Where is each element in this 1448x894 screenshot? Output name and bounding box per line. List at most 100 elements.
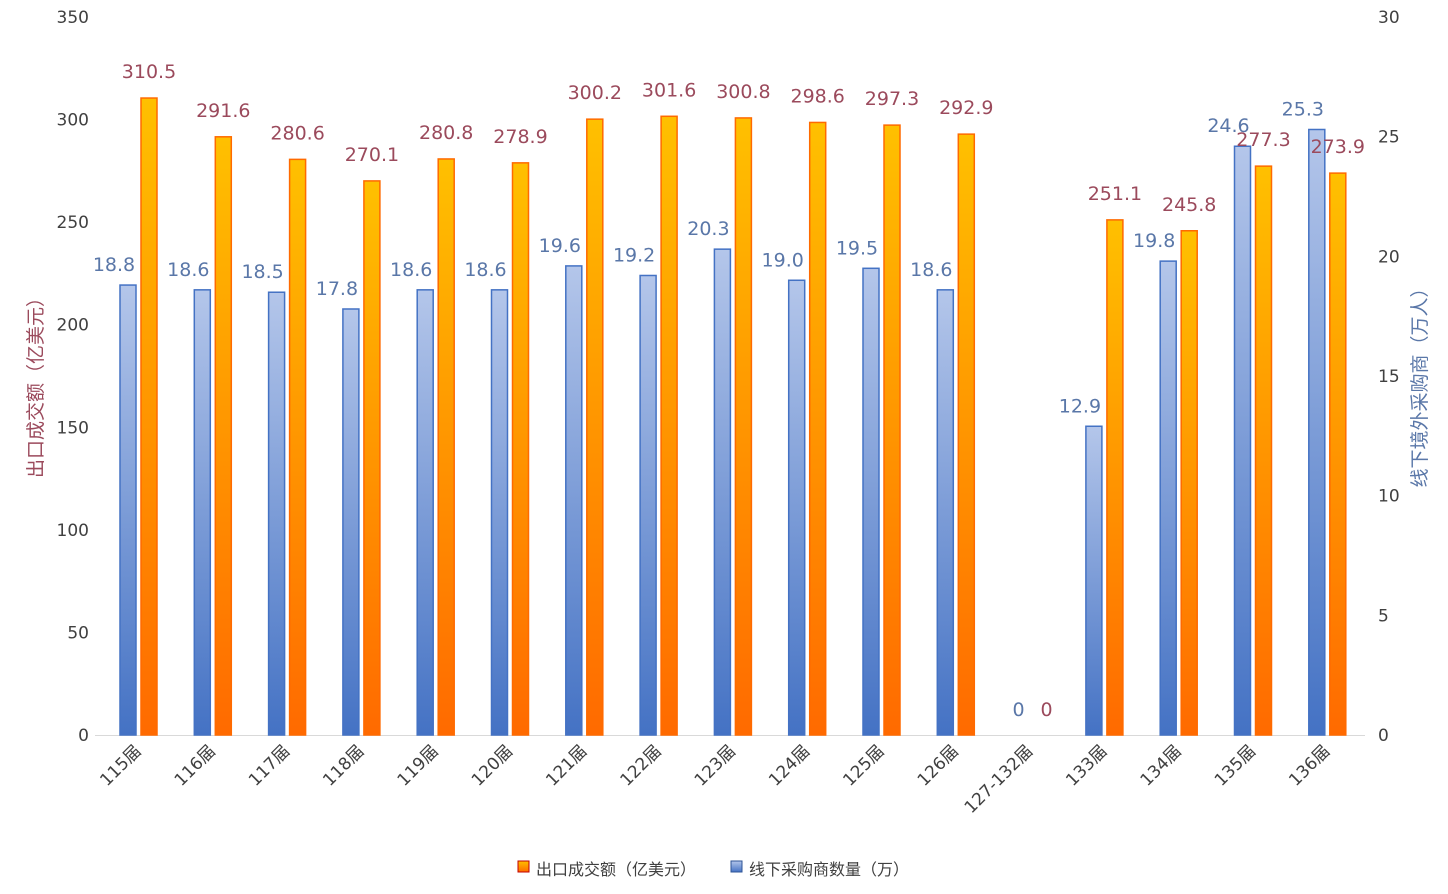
- bar-buyers: [936, 289, 955, 736]
- data-label-exports: 273.9: [1311, 136, 1365, 158]
- x-tick-label: 124届: [765, 741, 814, 790]
- left-tick-label: 0: [78, 726, 89, 746]
- data-label-exports: 310.5: [122, 61, 176, 83]
- right-axis-title: 线下境外采购商（万人）: [1409, 278, 1431, 487]
- legend-swatch-exports: [517, 860, 530, 873]
- bar-exports: [957, 133, 976, 736]
- data-label-buyers: 18.6: [464, 259, 506, 281]
- legend-label-exports: 出口成交额（亿美元）: [536, 860, 696, 879]
- data-label-exports: 298.6: [790, 85, 844, 107]
- data-label-exports: 278.9: [493, 126, 547, 148]
- bar-buyers: [342, 308, 360, 736]
- data-label-exports: 251.1: [1088, 183, 1142, 205]
- right-tick-label: 0: [1378, 726, 1389, 746]
- x-tick-label: 127-132届: [961, 741, 1037, 817]
- left-tick-label: 50: [67, 623, 89, 643]
- data-label-buyers: 18.6: [910, 259, 952, 281]
- bar-exports: [288, 158, 307, 736]
- bar-buyers: [193, 289, 212, 736]
- left-axis-title: 出口成交额（亿美元）: [25, 288, 47, 478]
- data-label-exports: 245.8: [1162, 194, 1216, 216]
- bar-buyers: [862, 267, 880, 736]
- bar-exports: [586, 118, 604, 736]
- right-tick-label: 5: [1378, 606, 1389, 626]
- bar-exports: [1254, 165, 1273, 736]
- x-tick-label: 117届: [245, 741, 294, 790]
- bar-exports: [363, 180, 381, 736]
- data-label-exports: 300.2: [568, 82, 622, 104]
- data-label-buyers: 18.8: [93, 254, 135, 276]
- data-label-buyers: 24.6: [1207, 115, 1249, 137]
- data-label-exports: 300.8: [716, 81, 770, 103]
- data-label-exports: 297.3: [865, 88, 919, 110]
- data-label-buyers: 20.3: [687, 218, 729, 240]
- bar-exports: [1106, 219, 1124, 736]
- bar-exports: [883, 124, 901, 736]
- data-label-exports: 292.9: [939, 97, 993, 119]
- legend-label-buyers: 线下采购商数量（万）: [749, 860, 909, 879]
- data-label-buyers: 19.5: [836, 237, 878, 259]
- x-tick-label: 118届: [319, 741, 368, 790]
- x-tick-label: 122届: [617, 741, 666, 790]
- bar-exports: [140, 97, 158, 736]
- data-label-buyers: 19.6: [539, 235, 581, 257]
- x-tick-label: 121届: [542, 741, 591, 790]
- data-label-buyers: 18.6: [167, 259, 209, 281]
- data-label-buyers: 12.9: [1059, 395, 1101, 417]
- x-tick-label: 123届: [691, 741, 740, 790]
- left-tick-label: 200: [57, 316, 89, 336]
- right-tick-label: 30: [1378, 8, 1400, 28]
- bar-buyers: [713, 248, 732, 736]
- x-tick-label: 126届: [914, 741, 963, 790]
- x-tick-label: 120届: [468, 741, 517, 790]
- bar-buyers: [490, 289, 509, 736]
- bar-exports: [808, 121, 827, 736]
- bar-buyers: [416, 289, 434, 736]
- bar-buyers: [1233, 145, 1252, 736]
- x-tick-label: 136届: [1285, 741, 1334, 790]
- left-tick-label: 150: [57, 418, 89, 438]
- x-tick-label: 135届: [1211, 741, 1260, 790]
- x-tick-label: 119届: [394, 741, 443, 790]
- data-label-exports: 270.1: [345, 144, 399, 166]
- left-tick-label: 350: [57, 8, 89, 28]
- x-tick-label: 125届: [839, 741, 888, 790]
- data-label-buyers: 17.8: [316, 278, 358, 300]
- right-tick-label: 20: [1378, 247, 1400, 267]
- right-tick-label: 10: [1378, 487, 1400, 507]
- data-label-buyers: 25.3: [1282, 98, 1324, 120]
- bar-buyers: [1085, 425, 1103, 736]
- bar-exports: [214, 136, 233, 736]
- x-tick-label: 115届: [96, 741, 145, 790]
- right-tick-label: 25: [1378, 128, 1400, 148]
- x-tick-label: 133届: [1062, 741, 1111, 790]
- data-label-exports: 277.3: [1236, 129, 1290, 151]
- data-label-buyers: 19.2: [613, 244, 655, 266]
- data-label-exports: 0: [1041, 699, 1053, 721]
- data-label-buyers: 19.0: [762, 249, 804, 271]
- bar-buyers: [267, 291, 286, 736]
- bar-buyers: [639, 274, 657, 736]
- bar-buyers: [119, 284, 137, 736]
- legend: 出口成交额（亿美元） 线下采购商数量（万）: [517, 860, 909, 879]
- data-label-exports: 301.6: [642, 79, 696, 101]
- bar-exports: [437, 158, 455, 736]
- left-tick-label: 250: [57, 213, 89, 233]
- data-label-buyers: 19.8: [1133, 230, 1175, 252]
- data-label-exports: 291.6: [196, 100, 250, 122]
- left-tick-label: 300: [57, 111, 89, 131]
- bar-buyers: [1308, 128, 1326, 736]
- bar-exports: [660, 115, 678, 736]
- bar-exports: [1180, 230, 1198, 736]
- data-label-exports: 280.6: [270, 122, 324, 144]
- left-tick-label: 100: [57, 521, 89, 541]
- data-label-buyers: 0: [1013, 699, 1025, 721]
- bar-buyers: [1159, 260, 1177, 736]
- legend-swatch-buyers: [730, 860, 743, 873]
- data-label-buyers: 18.6: [390, 259, 432, 281]
- bar-exports: [734, 117, 753, 736]
- right-tick-label: 15: [1378, 367, 1400, 387]
- data-label-buyers: 18.5: [241, 261, 283, 283]
- bar-exports: [511, 162, 530, 736]
